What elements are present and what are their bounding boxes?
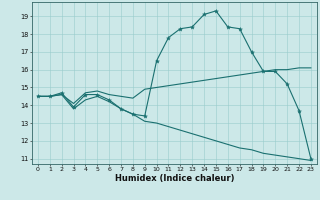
X-axis label: Humidex (Indice chaleur): Humidex (Indice chaleur) (115, 174, 234, 183)
